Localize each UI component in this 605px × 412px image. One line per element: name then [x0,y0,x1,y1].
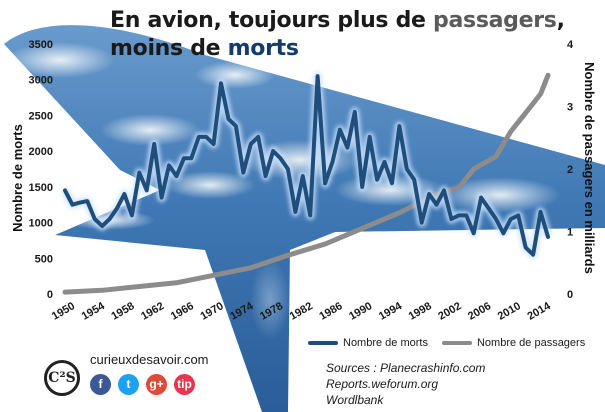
legend-item-passengers: Nombre de passagers [441,337,586,349]
x-tick-label: 2010 [496,300,523,323]
x-tick-label: 1962 [139,300,166,323]
social-icons: f t g+ tip [90,374,202,395]
y-right-tick-label: 3 [567,102,573,114]
source-line-2: Reports.weforum.org [326,377,439,391]
c2s-logo: C²S [44,360,80,396]
x-tick-label: 1954 [80,300,108,323]
title-highlight-passagers: passagers [433,8,557,33]
x-tick-label: 1990 [347,300,374,323]
title-text-moins: moins de [110,36,228,61]
x-tick-label: 1994 [377,300,405,323]
x-tick-label: 1970 [199,300,226,323]
x-tick-label: 1998 [407,300,434,323]
title-highlight-morts: morts [227,36,299,61]
y-left-tick-label: 3500 [29,39,53,51]
title-text-c: , [556,8,565,33]
google-plus-icon[interactable]: g+ [146,374,167,395]
y-left-tick-label: 3000 [29,75,53,87]
legend-swatch-passengers [441,341,472,345]
x-tick-label: 1958 [109,300,136,323]
title-text-a: En avion, toujours plus de [110,8,434,33]
legend-label-deaths: Nombre de morts [343,337,428,349]
facebook-icon[interactable]: f [90,374,111,395]
y-right-tick-label: 1 [567,227,573,239]
y-right-tick-label: 4 [567,39,574,51]
x-tick-label: 1966 [169,300,196,323]
site-link[interactable]: curieuxdesavoir.com [90,352,209,367]
x-tick-label: 2006 [466,300,493,323]
sources: Sources : Planecrashinfo.com Reports.wef… [326,360,485,408]
chart-title-line1: En avion, toujours plus de passagers, [110,8,565,33]
y-right-axis-label: Nombre de passagers en milliards [582,62,597,274]
tip-icon[interactable]: tip [174,374,195,395]
y-left-tick-label: 1000 [29,218,53,230]
x-tick-label: 1986 [317,300,344,323]
y-left-tick-label: 0 [47,289,53,301]
y-left-axis-label: Nombre de morts [10,124,25,232]
source-line-1: Sources : Planecrashinfo.com [326,361,486,375]
x-tick-label: 2002 [436,300,463,323]
x-tick-label: 1950 [50,300,77,323]
legend-swatch-deaths [308,341,338,345]
y-left-tick-label: 2000 [29,146,53,158]
source-line-3: Wordlbank [326,393,384,407]
legend: Nombre de morts Nombre de passagers [308,337,599,349]
legend-label-passengers: Nombre de passagers [476,337,586,349]
y-left-tick-label: 500 [35,253,53,265]
twitter-icon[interactable]: t [118,374,139,395]
y-left-tick-label: 1500 [29,182,53,194]
series-line-passengers [62,72,551,295]
legend-item-deaths: Nombre de morts [308,337,428,349]
x-tick-label: 2014 [525,300,553,323]
x-tick-label: 1982 [288,300,315,323]
y-right-tick-label: 0 [567,289,573,301]
series-line-deaths [63,74,550,257]
y-right-tick-label: 2 [567,164,573,176]
y-left-tick-label: 2500 [29,110,53,122]
chart-title-line2: moins de morts [110,36,299,61]
series-layer [61,71,553,295]
